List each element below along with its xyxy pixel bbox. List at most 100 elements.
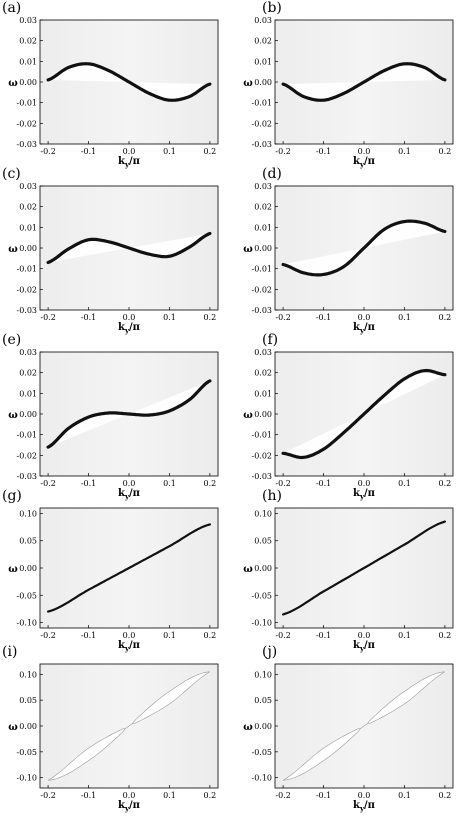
y-tick-label: 0.00 [254,722,272,731]
x-tick-label: -0.2 [275,479,290,488]
x-tick-label: 0.1 [163,147,176,156]
x-tick-label: -0.2 [275,313,290,322]
panel-label: (h) [262,488,282,504]
dispersion-band [46,379,212,449]
panel-c: (c) -0.2 -0.1 0.0 0.1 0.2 0.03 0.02 0.01 0.00 -0.0… [2,166,219,335]
x-axis-label: ky/π [118,156,140,169]
panel-i: (i) -0.2 -0.1 0.0 0.1 0.2 0.10 0.05 0.00 -0.05 -0.… [2,644,219,813]
dispersion-band [281,368,447,460]
y-tick-label: -0.03 [251,306,272,315]
x-tick-label: 0.1 [163,479,176,488]
x-tick-label: 0.0 [358,147,371,156]
y-tick-label: 0.01 [19,389,37,398]
x-tick-label: -0.2 [40,631,55,640]
y-tick-label: 0.03 [19,16,37,25]
x-tick-label: -0.2 [40,147,55,156]
x-tick-label: -0.1 [81,479,96,488]
y-tick-label: -0.02 [16,285,37,294]
y-tick-label: -0.05 [16,591,37,600]
y-tick-label: -0.01 [251,265,272,274]
y-tick-label: -0.03 [16,140,37,149]
x-tick-label: 0.1 [398,479,411,488]
y-tick-label: 0.03 [254,182,272,191]
y-tick-label: -0.02 [251,451,272,460]
x-tick-label: -0.1 [81,313,96,322]
dispersion-band [281,219,447,277]
y-axis-label: ω [8,410,18,421]
y-axis-label: ω [243,244,253,255]
y-tick-label: 0.05 [19,537,37,546]
y-tick-label: 0.00 [19,410,37,419]
panel-label: (f) [262,332,278,348]
y-tick-label: -0.02 [251,285,272,294]
y-axis-label: ω [243,564,253,575]
y-tick-label: -0.10 [251,619,272,628]
white-lobe [282,671,446,781]
x-tick-label: -0.2 [275,631,290,640]
x-tick-label: 0.0 [123,147,136,156]
x-axis-label: ky/π [118,800,140,813]
y-tick-label: -0.05 [16,748,37,757]
y-tick-label: -0.01 [16,265,37,274]
panel-g: (g) -0.2 -0.1 0.0 0.1 0.2 0.10 0.05 0.00 -0.05 -0.… [2,488,219,653]
x-tick-label: -0.2 [40,479,55,488]
x-tick-label: 0.0 [358,631,371,640]
y-axis-label: ω [8,722,18,733]
x-tick-label: -0.1 [316,313,331,322]
x-tick-label: 0.1 [163,791,176,800]
y-tick-label: 0.00 [254,410,272,419]
x-tick-label: 0.1 [163,313,176,322]
x-tick-label: -0.2 [275,791,290,800]
y-tick-label: -0.05 [251,591,272,600]
y-axis-label: ω [8,564,18,575]
y-tick-label: 0.00 [254,78,272,87]
x-tick-label: -0.2 [275,147,290,156]
x-axis-label: ky/π [118,488,140,501]
panel-label: (d) [262,166,282,182]
panel-label: (a) [2,0,21,16]
x-tick-label: -0.1 [316,791,331,800]
x-tick-label: -0.1 [81,631,96,640]
y-tick-label: -0.01 [16,99,37,108]
x-tick-label: -0.1 [81,791,96,800]
panel-a: (a) -0.2 -0.1 0.0 0.1 0.2 0.03 0.02 0.01 0.00 -0.0… [2,0,219,169]
x-tick-label: 0.2 [204,791,217,800]
y-tick-label: 0.10 [19,670,37,679]
y-tick-label: 0.01 [254,57,272,66]
y-tick-label: 0.00 [19,244,37,253]
y-tick-label: 0.03 [254,16,272,25]
x-tick-label: -0.1 [316,631,331,640]
y-tick-label: 0.01 [254,389,272,398]
x-axis-label: ky/π [353,488,375,501]
y-tick-label: -0.02 [251,119,272,128]
y-tick-label: 0.02 [19,203,37,212]
y-tick-label: -0.10 [251,774,272,783]
x-axis-label: ky/π [353,640,375,653]
y-tick-label: 0.00 [254,244,272,253]
y-tick-label: 0.02 [19,37,37,46]
x-tick-label: -0.2 [40,313,55,322]
y-tick-label: -0.01 [251,99,272,108]
panel-h: (h) -0.2 -0.1 0.0 0.1 0.2 0.10 0.05 0.00 -0.05 -0.… [243,488,454,653]
x-tick-label: 0.0 [358,791,371,800]
x-tick-label: 0.2 [204,313,217,322]
x-tick-label: 0.0 [358,479,371,488]
y-tick-label: 0.05 [254,696,272,705]
x-axis-label: ky/π [118,640,140,653]
y-tick-label: 0.10 [254,509,272,518]
y-tick-label: 0.00 [19,722,37,731]
panel-label: (b) [262,0,282,16]
y-tick-label: 0.02 [254,37,272,46]
y-tick-label: -0.01 [251,431,272,440]
x-tick-label: 0.2 [204,631,217,640]
x-tick-label: 0.0 [123,313,136,322]
y-tick-label: 0.00 [19,564,37,573]
y-tick-label: 0.00 [19,78,37,87]
dispersion-band [47,523,211,613]
x-tick-label: 0.1 [163,631,176,640]
y-tick-label: -0.02 [16,119,37,128]
panel-d: (d) -0.2 -0.1 0.0 0.1 0.2 0.03 0.02 0.01 0.00 -0.0… [243,166,454,335]
y-tick-label: 0.03 [19,182,37,191]
x-tick-label: 0.2 [439,479,452,488]
y-tick-label: -0.01 [16,431,37,440]
